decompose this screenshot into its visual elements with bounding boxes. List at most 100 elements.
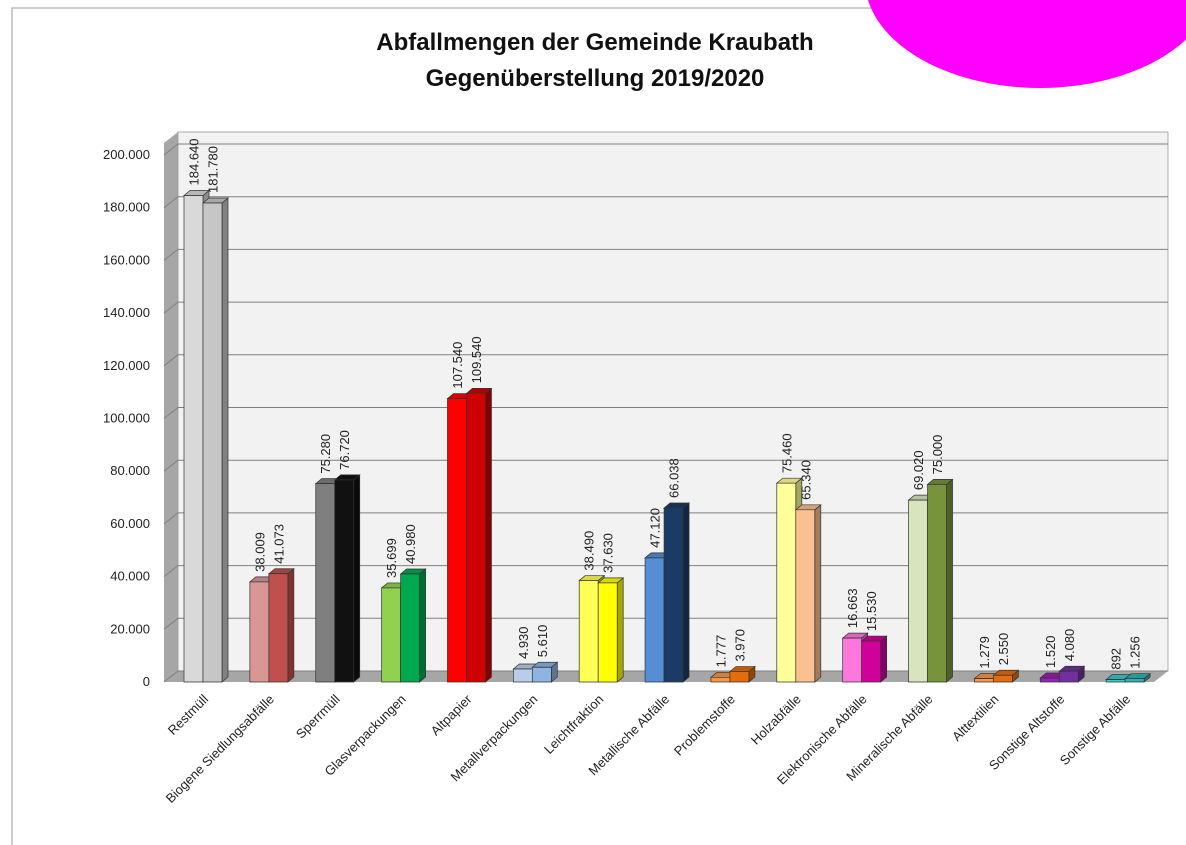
bar-face <box>268 573 289 683</box>
bar-face <box>682 502 690 683</box>
bar-face <box>249 581 270 683</box>
bar <box>333 474 361 683</box>
value-label: 184.640 <box>187 138 202 185</box>
bar <box>597 577 625 683</box>
bar-face <box>221 197 229 683</box>
y-tick-label: 100.000 <box>103 411 150 426</box>
bar-face <box>202 202 223 683</box>
bar-face <box>814 504 822 683</box>
bar-face <box>663 507 684 683</box>
chart-title: Abfallmengen der Gemeinde Kraubath <box>376 29 813 56</box>
bar <box>399 568 427 683</box>
bar-face <box>616 577 624 683</box>
bar-face <box>485 387 492 683</box>
bar-face <box>993 674 1013 683</box>
value-label: 35.699 <box>384 538 399 578</box>
bar-face <box>353 474 361 683</box>
bar-face <box>512 668 533 683</box>
bar <box>1058 665 1086 683</box>
bar-face <box>729 671 750 683</box>
value-label: 40.980 <box>403 524 418 564</box>
value-label: 892 <box>1109 648 1124 670</box>
bar-face <box>795 509 816 683</box>
grid-line <box>163 670 1168 683</box>
bar-face <box>1058 670 1079 683</box>
chart-subtitle: Gegenüberstellung 2019/2020 <box>426 65 765 92</box>
value-label: 181.780 <box>206 146 221 193</box>
bar <box>531 661 559 683</box>
bar-face <box>315 483 336 683</box>
value-label: 2.550 <box>996 633 1011 666</box>
bar-face <box>1105 679 1126 683</box>
bar-face <box>466 393 486 683</box>
bar-face <box>578 580 599 683</box>
value-label: 76.720 <box>337 430 352 470</box>
value-label: 75.280 <box>318 434 333 474</box>
y-tick-label: 140.000 <box>103 305 150 320</box>
bar-face <box>946 478 953 683</box>
bar-face <box>974 678 994 683</box>
grid-line <box>163 407 1168 419</box>
bar-face <box>908 499 928 683</box>
bar <box>728 665 756 683</box>
value-label: 65.340 <box>798 460 813 500</box>
y-tick-label: 180.000 <box>103 200 150 215</box>
grid-line <box>163 617 1168 630</box>
value-label: 47.120 <box>648 508 663 548</box>
grid-line <box>163 196 1168 209</box>
bar-face <box>1124 678 1145 683</box>
y-tick-label: 80.000 <box>110 463 150 478</box>
bar-face <box>880 635 888 683</box>
bar <box>267 568 295 683</box>
value-label: 1.777 <box>713 635 728 668</box>
bar-face <box>710 676 731 683</box>
bar-face <box>531 666 552 683</box>
value-label: 41.073 <box>271 524 286 564</box>
value-label: 4.080 <box>1062 629 1077 662</box>
bar-face <box>597 582 618 683</box>
bar-face <box>1039 677 1060 683</box>
value-label: 15.530 <box>864 591 879 631</box>
grid-line <box>163 565 1168 577</box>
grid-line <box>163 512 1168 525</box>
bar-face <box>334 479 355 683</box>
bar-face <box>644 557 665 683</box>
value-label: 1.256 <box>1128 636 1143 669</box>
value-label: 5.610 <box>535 625 550 658</box>
value-label: 69.020 <box>911 450 926 490</box>
value-label: 38.490 <box>582 531 597 571</box>
bar-face <box>419 568 426 683</box>
bar <box>794 504 822 683</box>
bar <box>926 478 954 683</box>
y-tick-label: 200.000 <box>103 147 150 162</box>
grid-line <box>163 459 1168 472</box>
bar-face <box>776 482 797 683</box>
bar-face <box>381 587 401 683</box>
bar-face <box>927 484 947 683</box>
grid-line <box>163 354 1168 367</box>
value-label: 107.540 <box>450 342 465 389</box>
value-label: 3.970 <box>732 629 747 662</box>
value-label: 75.460 <box>779 433 794 473</box>
side-wall <box>164 132 178 682</box>
value-label: 1.279 <box>977 636 992 669</box>
bar-face <box>447 398 467 683</box>
grid-line <box>163 248 1168 261</box>
bar <box>663 502 691 683</box>
y-tick-label: 160.000 <box>103 252 150 267</box>
bar <box>202 197 229 683</box>
value-label: 109.540 <box>469 336 484 383</box>
value-label: 16.663 <box>845 588 860 628</box>
bar <box>465 387 493 683</box>
bar <box>992 669 1020 683</box>
bar <box>860 635 888 683</box>
value-label: 4.930 <box>516 626 531 659</box>
y-tick-label: 40.000 <box>110 569 150 584</box>
value-label: 66.038 <box>667 458 682 498</box>
grid-line <box>163 301 1168 314</box>
y-tick-label: 20.000 <box>110 621 150 636</box>
frame <box>11 7 1186 845</box>
value-label: 37.630 <box>601 533 616 573</box>
bar-face <box>400 573 420 683</box>
